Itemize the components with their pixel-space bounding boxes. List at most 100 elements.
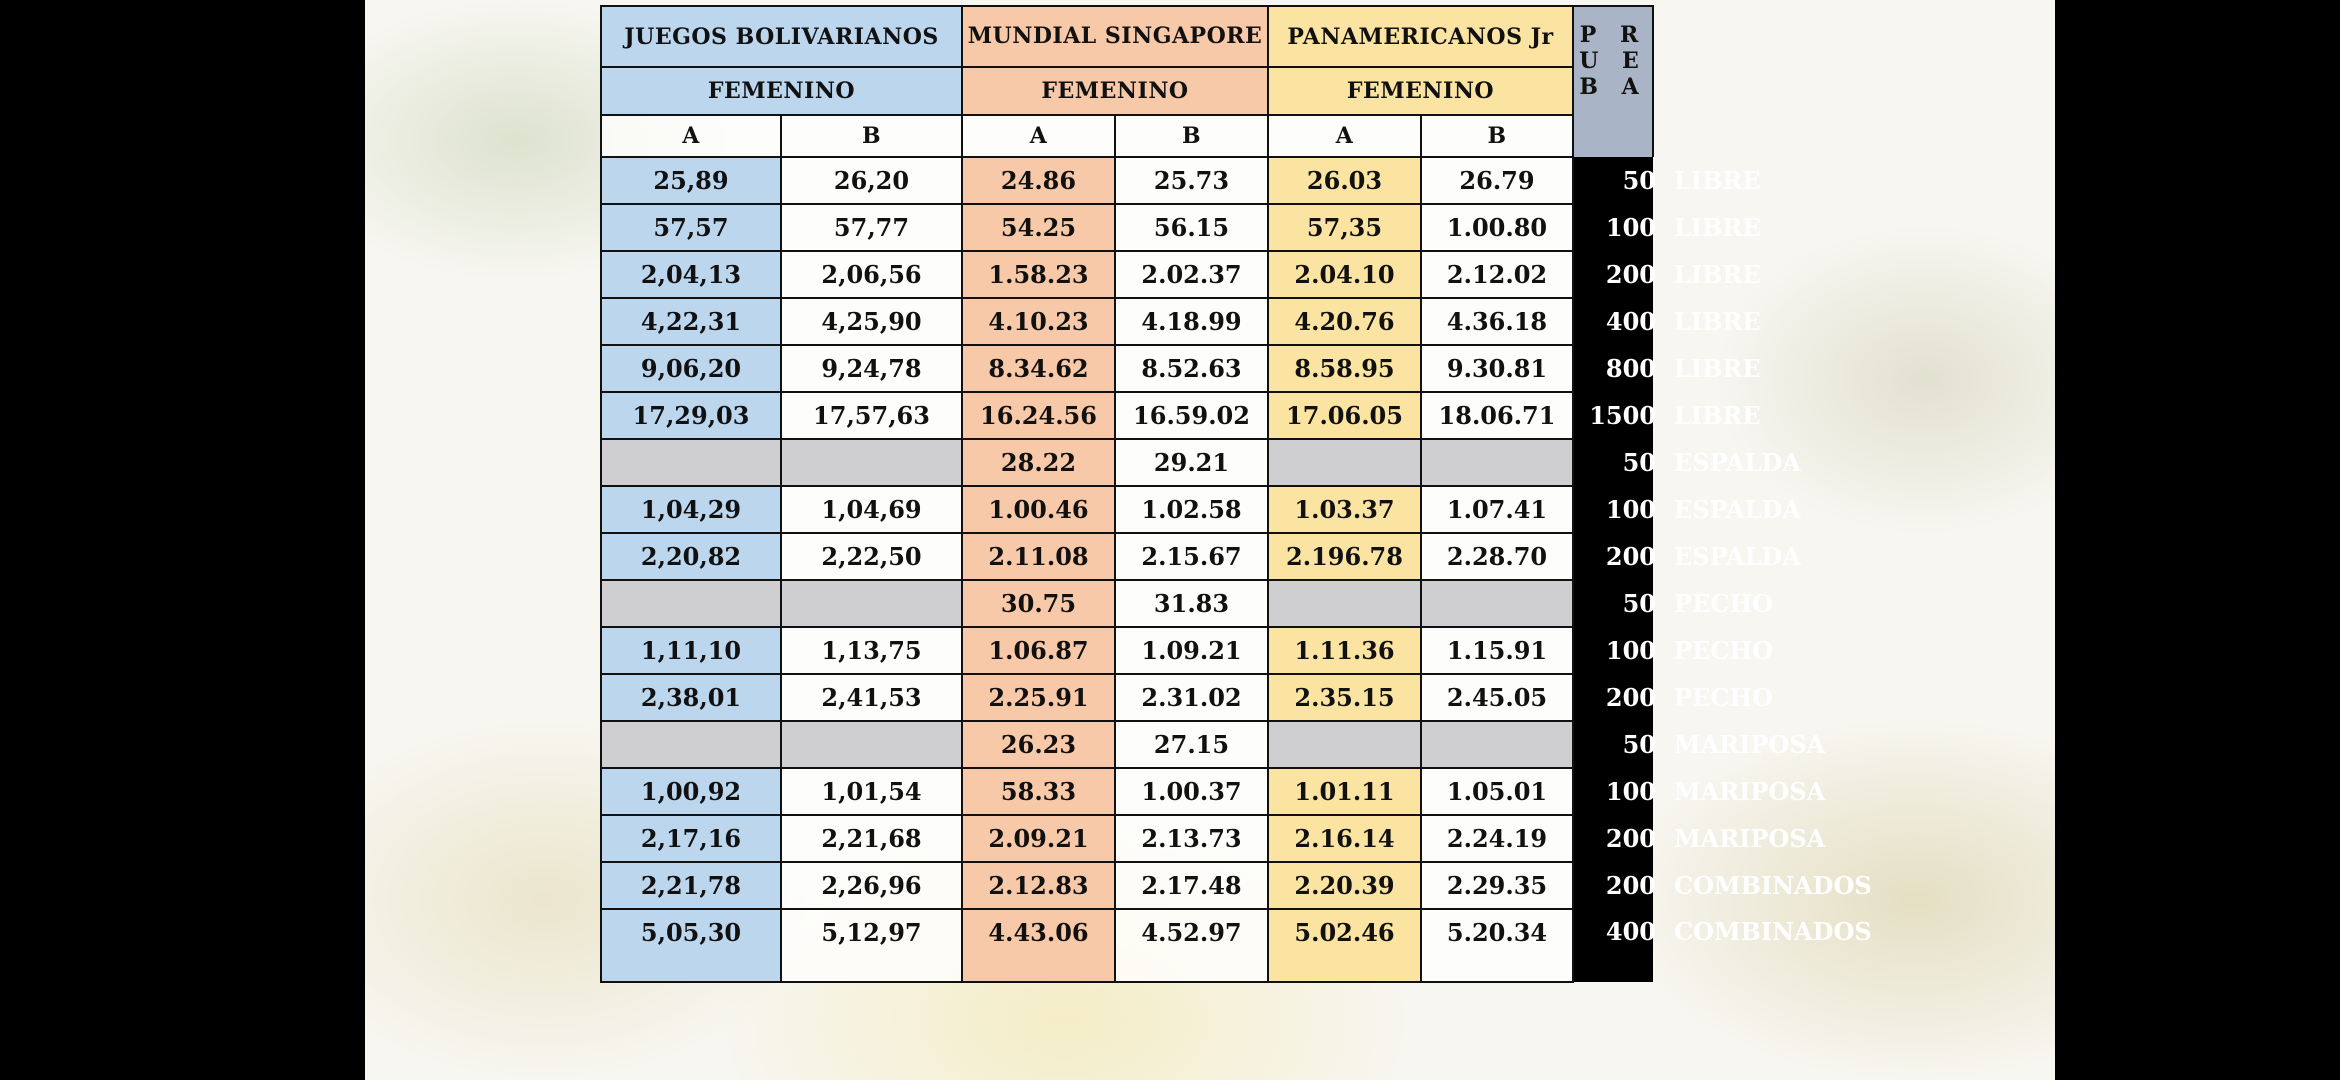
qualifying-times-table-wrapper: JUEGOS BOLIVARIANOS MUNDIAL SINGAPORE PA…	[600, 5, 1872, 1076]
juegos-bolivarianos-header: JUEGOS BOLIVARIANOS	[600, 5, 963, 68]
mundial-singapore-header: MUNDIAL SINGAPORE	[961, 5, 1269, 68]
time-cell-pan-a: 1.01.11	[1267, 767, 1422, 816]
time-cell-mun-a: 26.23	[961, 720, 1116, 769]
panamericanos-jr-header: PANAMERICANOS Jr	[1266, 5, 1575, 68]
mundial-femenino-header: FEMENINO	[961, 66, 1269, 116]
prueba-cell: 50 LIBRE	[1573, 157, 1761, 204]
time-cell-bol-b: 2,41,53	[780, 673, 963, 722]
time-cell-pan-a: 8.58.95	[1267, 344, 1422, 393]
time-cell-mun-a: 8.34.62	[961, 344, 1116, 393]
table-row: 2,20,82 2,22,50 2.11.08 2.15.67 2.196.78 2.28…	[600, 532, 1801, 581]
table-row: 25,89 26,20 24.86 25.73 26.03 26.79 50 LIBRE	[600, 156, 1761, 205]
time-cell-bol-b: 17,57,63	[780, 391, 963, 440]
time-cell-bol-b: 4,25,90	[780, 297, 963, 346]
table-body: 25,89 26,20 24.86 25.73 26.03 26.79 50 LIBRE 57,…	[600, 156, 1872, 983]
prueba-distance: 200	[1605, 683, 1657, 712]
prueba-cell: 50 PECHO	[1573, 580, 1773, 627]
time-cell-mun-b: 56.15	[1114, 203, 1269, 252]
time-cell-pan-b	[1419, 720, 1575, 769]
table-row: 1,11,10 1,13,75 1.06.87 1.09.21 1.11.36 1.15.…	[600, 626, 1773, 675]
header-row-3: A B A B A B	[600, 114, 1655, 158]
prueba-style: MARIPOSA	[1674, 730, 1826, 759]
prueba-style: ESPALDA	[1674, 495, 1801, 524]
time-cell-bol-b: 1,13,75	[780, 626, 963, 675]
prueba-distance: 50	[1622, 589, 1657, 618]
prueba-style: LIBRE	[1674, 260, 1761, 289]
prueba-cell: 100 LIBRE	[1573, 204, 1761, 251]
time-cell-bol-b: 1,01,54	[780, 767, 963, 816]
bolivarianos-col-b-header: B	[780, 114, 963, 158]
prueba-style: LIBRE	[1674, 166, 1761, 195]
prueba-style: ESPALDA	[1674, 448, 1801, 477]
time-cell-pan-b: 2.12.02	[1419, 250, 1575, 299]
time-cell-bol-b: 2,26,96	[780, 861, 963, 910]
time-cell-mun-b: 2.13.73	[1114, 814, 1269, 863]
time-cell-bol-a: 9,06,20	[600, 344, 782, 393]
time-cell-mun-b: 2.02.37	[1114, 250, 1269, 299]
header-row-2: FEMENINO FEMENINO FEMENINO	[600, 66, 1653, 116]
time-cell-mun-a: 2.11.08	[961, 532, 1116, 581]
prueba-distance: 50	[1622, 730, 1657, 759]
time-cell-mun-a: 4.43.06	[961, 908, 1116, 983]
time-cell-pan-b: 2.45.05	[1419, 673, 1575, 722]
time-cell-mun-a: 54.25	[961, 203, 1116, 252]
time-cell-mun-b: 4.52.97	[1114, 908, 1269, 983]
time-cell-pan-a: 26.03	[1267, 156, 1422, 205]
prueba-cell: 200 ESPALDA	[1573, 533, 1801, 580]
mundial-col-b-header: B	[1114, 114, 1269, 158]
time-cell-bol-b: 9,24,78	[780, 344, 963, 393]
table-row: 4,22,31 4,25,90 4.10.23 4.18.99 4.20.76 4.36.…	[600, 297, 1761, 346]
time-cell-pan-b: 1.15.91	[1419, 626, 1575, 675]
time-cell-pan-b: 1.00.80	[1419, 203, 1575, 252]
time-cell-mun-a: 58.33	[961, 767, 1116, 816]
time-cell-bol-a: 17,29,03	[600, 391, 782, 440]
prueba-style: PECHO	[1674, 683, 1774, 712]
time-cell-mun-b: 2.15.67	[1114, 532, 1269, 581]
time-cell-pan-b: 5.20.34	[1419, 908, 1575, 983]
table-row: 2,04,13 2,06,56 1.58.23 2.02.37 2.04.10 2.12.…	[600, 250, 1761, 299]
prueba-distance: 200	[1605, 871, 1657, 900]
bolivarianos-col-a-header: A	[600, 114, 782, 158]
prueba-cell: 800 LIBRE	[1573, 345, 1761, 392]
table-row: 57,57 57,77 54.25 56.15 57,35 1.00.80 100 LIBRE	[600, 203, 1761, 252]
prueba-cell: 100 PECHO	[1573, 627, 1773, 674]
time-cell-pan-a	[1267, 720, 1422, 769]
time-cell-pan-b: 1.05.01	[1419, 767, 1575, 816]
time-cell-bol-a: 2,38,01	[600, 673, 782, 722]
time-cell-mun-a: 2.25.91	[961, 673, 1116, 722]
time-cell-mun-b: 4.18.99	[1114, 297, 1269, 346]
time-cell-bol-a	[600, 720, 782, 769]
time-cell-pan-b: 4.36.18	[1419, 297, 1575, 346]
prueba-cell: 100 ESPALDA	[1573, 486, 1801, 533]
time-cell-pan-b: 26.79	[1419, 156, 1575, 205]
prueba-style: ESPALDA	[1674, 542, 1801, 571]
prueba-distance: 50	[1622, 166, 1657, 195]
time-cell-pan-a: 57,35	[1267, 203, 1422, 252]
table-row: 28.22 29.21 50 ESPALDA	[600, 438, 1801, 487]
mundial-col-a-header: A	[961, 114, 1116, 158]
time-cell-mun-a: 2.09.21	[961, 814, 1116, 863]
time-cell-bol-b: 2,21,68	[780, 814, 963, 863]
slide: JUEGOS BOLIVARIANOS MUNDIAL SINGAPORE PA…	[365, 0, 2055, 1080]
prueba-distance: 100	[1605, 777, 1657, 806]
time-cell-mun-a: 1.58.23	[961, 250, 1116, 299]
time-cell-bol-b: 26,20	[780, 156, 963, 205]
prueba-distance: 400	[1605, 917, 1657, 946]
prueba-distance: 400	[1605, 307, 1657, 336]
prueba-distance: 100	[1605, 495, 1657, 524]
prueba-cell: 200 PECHO	[1573, 674, 1773, 721]
prueba-distance: 200	[1605, 824, 1657, 853]
table-row: 2,38,01 2,41,53 2.25.91 2.31.02 2.35.15 2.45.…	[600, 673, 1773, 722]
time-cell-mun-a: 16.24.56	[961, 391, 1116, 440]
time-cell-pan-a: 2.35.15	[1267, 673, 1422, 722]
time-cell-mun-b: 31.83	[1114, 579, 1269, 628]
prueba-cell: 100 MARIPOSA	[1573, 768, 1825, 815]
prueba-cell: 400 LIBRE	[1573, 298, 1761, 345]
table-row: 17,29,03 17,57,63 16.24.56 16.59.02 17.06.05…	[600, 391, 1761, 440]
time-cell-mun-b: 8.52.63	[1114, 344, 1269, 393]
time-cell-pan-a: 4.20.76	[1267, 297, 1422, 346]
prueba-style: LIBRE	[1674, 213, 1761, 242]
time-cell-bol-b: 1,04,69	[780, 485, 963, 534]
table-row: 2,21,78 2,26,96 2.12.83 2.17.48 2.20.39 2.29.…	[600, 861, 1872, 910]
time-cell-mun-a: 24.86	[961, 156, 1116, 205]
